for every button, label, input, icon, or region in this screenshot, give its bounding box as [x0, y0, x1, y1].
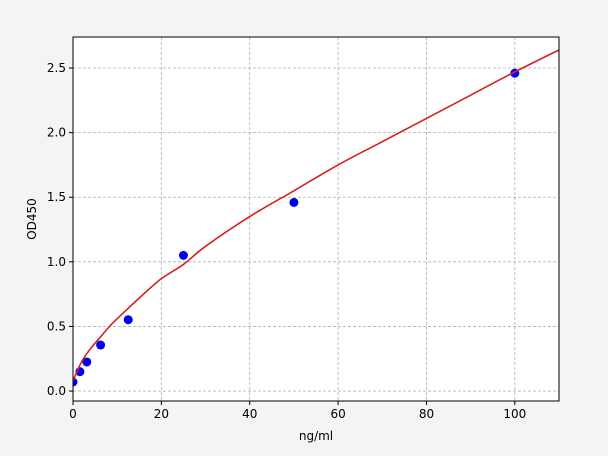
grid [72, 37, 559, 401]
y-tick-label: 2.5 [47, 61, 66, 75]
x-tick-label: 100 [503, 407, 526, 421]
y-tick-label: 0.5 [47, 319, 66, 333]
fit-curve [73, 49, 559, 382]
x-tick-label: 40 [242, 407, 257, 421]
x-tick-label: 60 [330, 407, 345, 421]
data-point [96, 340, 106, 350]
x-axis-label: ng/ml [299, 429, 333, 443]
x-tick-label: 20 [154, 407, 169, 421]
x-tick-label: 0 [69, 407, 77, 421]
plot-frame [72, 36, 560, 402]
y-tick-label: 1.0 [47, 255, 66, 269]
data-point [82, 357, 92, 367]
plot-area [73, 37, 559, 401]
data-point [289, 197, 299, 207]
y-tick-label: 0.0 [47, 384, 66, 398]
x-tick-label: 80 [419, 407, 434, 421]
marks [73, 49, 559, 387]
y-tick-label: 2.0 [47, 126, 66, 140]
y-tick-label: 1.5 [47, 190, 66, 204]
data-point [123, 315, 133, 325]
data-point [178, 250, 188, 260]
ticks: 0 20 40 60 80 100 0.0 0.5 1.0 1.5 2.0 2.5 [47, 61, 526, 421]
y-axis-label: OD450 [25, 198, 39, 240]
